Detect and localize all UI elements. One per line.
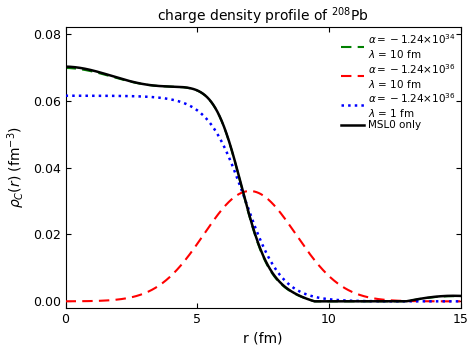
$\alpha = -1.24{\times}10^{34}$
$\lambda$ = 10 fm	[255, 240, 260, 245]
Line: $\alpha = -1.24{\times}10^{36}$
$\lambda$ = 1 fm: $\alpha = -1.24{\times}10^{36}$ $\lambda…	[65, 96, 461, 302]
Y-axis label: $\rho_C(r)$ (fm$^{-3}$): $\rho_C(r)$ (fm$^{-3}$)	[6, 127, 27, 208]
$\alpha = -1.24{\times}10^{36}$
$\lambda$ = 10 fm	[83, 299, 89, 303]
$\alpha = -1.24{\times}10^{36}$
$\lambda$ = 1 fm	[446, 299, 452, 304]
MSL0 only	[458, 294, 464, 298]
$\alpha = -1.24{\times}10^{34}$
$\lambda$ = 10 fm	[244, 206, 250, 210]
MSL0 only	[374, 299, 380, 304]
Legend: $\alpha = -1.24{\times}10^{34}$
$\lambda$ = 10 fm, $\alpha = -1.24{\times}10^{36: $\alpha = -1.24{\times}10^{34}$ $\lambda…	[337, 29, 458, 134]
$\alpha = -1.24{\times}10^{36}$
$\lambda$ = 1 fm	[458, 299, 464, 304]
Line: MSL0 only: MSL0 only	[65, 67, 461, 302]
MSL0 only	[255, 239, 260, 244]
Line: $\alpha = -1.24{\times}10^{36}$
$\lambda$ = 10 fm: $\alpha = -1.24{\times}10^{36}$ $\lambda…	[65, 191, 461, 302]
$\alpha = -1.24{\times}10^{36}$
$\lambda$ = 1 fm	[255, 231, 260, 236]
$\alpha = -1.24{\times}10^{36}$
$\lambda$ = 10 fm	[255, 191, 261, 195]
$\alpha = -1.24{\times}10^{34}$
$\lambda$ = 10 fm	[63, 66, 68, 70]
$\alpha = -1.24{\times}10^{34}$
$\lambda$ = 10 fm	[458, 294, 464, 298]
$\alpha = -1.24{\times}10^{36}$
$\lambda$ = 10 fm	[244, 189, 250, 193]
$\alpha = -1.24{\times}10^{34}$
$\lambda$ = 10 fm	[447, 294, 452, 298]
$\alpha = -1.24{\times}10^{36}$
$\lambda$ = 10 fm	[247, 189, 253, 193]
Title: charge density profile of $^{208}$Pb: charge density profile of $^{208}$Pb	[157, 6, 369, 27]
$\alpha = -1.24{\times}10^{36}$
$\lambda$ = 10 fm	[446, 299, 452, 303]
$\alpha = -1.24{\times}10^{36}$
$\lambda$ = 1 fm	[83, 94, 89, 98]
MSL0 only	[83, 67, 89, 71]
$\alpha = -1.24{\times}10^{36}$
$\lambda$ = 10 fm	[458, 299, 464, 304]
$\alpha = -1.24{\times}10^{34}$
$\lambda$ = 10 fm	[312, 299, 318, 304]
X-axis label: r (fm): r (fm)	[243, 331, 283, 345]
MSL0 only	[244, 205, 250, 209]
MSL0 only	[447, 294, 452, 298]
$\alpha = -1.24{\times}10^{34}$
$\lambda$ = 10 fm	[446, 294, 452, 298]
$\alpha = -1.24{\times}10^{36}$
$\lambda$ = 1 fm	[244, 204, 250, 208]
MSL0 only	[312, 299, 318, 304]
Line: $\alpha = -1.24{\times}10^{34}$
$\lambda$ = 10 fm: $\alpha = -1.24{\times}10^{34}$ $\lambda…	[65, 68, 461, 302]
$\alpha = -1.24{\times}10^{36}$
$\lambda$ = 1 fm	[446, 299, 452, 304]
MSL0 only	[446, 294, 452, 298]
$\alpha = -1.24{\times}10^{34}$
$\lambda$ = 10 fm	[374, 299, 380, 304]
$\alpha = -1.24{\times}10^{34}$
$\lambda$ = 10 fm	[83, 68, 89, 72]
$\alpha = -1.24{\times}10^{36}$
$\lambda$ = 10 fm	[374, 297, 380, 301]
$\alpha = -1.24{\times}10^{36}$
$\lambda$ = 1 fm	[374, 299, 379, 303]
$\alpha = -1.24{\times}10^{36}$
$\lambda$ = 10 fm	[63, 299, 68, 303]
$\alpha = -1.24{\times}10^{36}$
$\lambda$ = 10 fm	[447, 299, 452, 303]
$\alpha = -1.24{\times}10^{36}$
$\lambda$ = 1 fm	[63, 94, 68, 98]
MSL0 only	[63, 65, 68, 69]
